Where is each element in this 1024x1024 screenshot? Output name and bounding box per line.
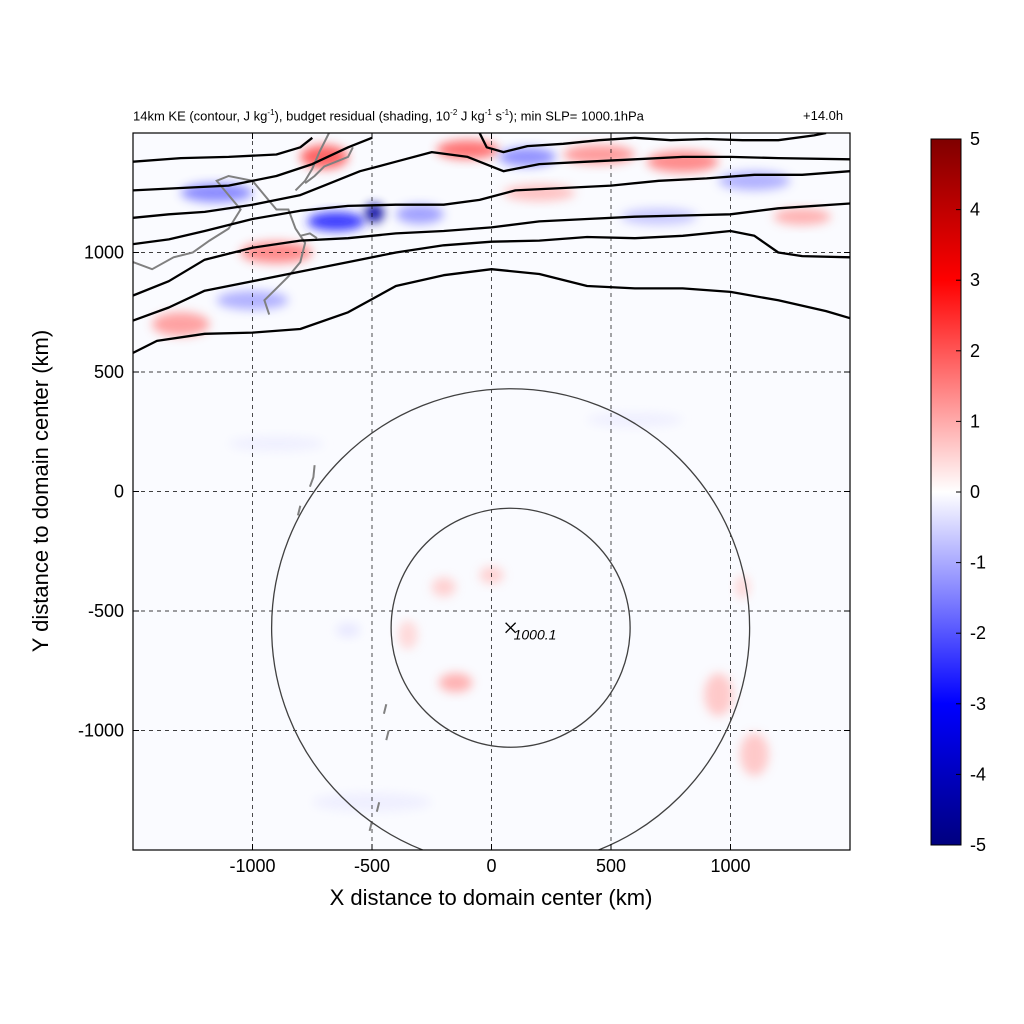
ke-contour-layer [133, 133, 850, 354]
residual-blob [438, 673, 473, 693]
colorbar-tick-label: 3 [970, 270, 980, 290]
ke-contour [133, 136, 373, 192]
x-tick-label: -500 [354, 856, 390, 876]
y-tick-label: -500 [88, 601, 124, 621]
title-sup-3: -1 [484, 108, 492, 117]
residual-blob [735, 575, 750, 600]
residual-blob [740, 732, 769, 776]
min-slp-annotation: 1000.1 [514, 627, 557, 643]
ke-contour [133, 136, 314, 163]
ke-contour [133, 268, 850, 354]
coastline [308, 465, 316, 488]
y-tick-label: 0 [114, 482, 124, 502]
residual-blob [336, 622, 361, 638]
title-text-1: 14km KE (contour, J kg [133, 108, 268, 124]
residual-blob [395, 204, 444, 224]
title-text-2: ), budget residual (shading, 10 [274, 108, 451, 124]
coastline [382, 703, 388, 715]
x-tick-label: 0 [486, 856, 496, 876]
residual-blob [498, 147, 557, 167]
title-text-3: J kg [457, 108, 485, 124]
y-axis-label: Y distance to domain center (km) [28, 330, 53, 652]
coastline [300, 232, 318, 240]
ke-contour [133, 150, 850, 219]
radius-circle [271, 388, 751, 850]
center-x-icon [505, 622, 517, 634]
y-tick-label: -1000 [78, 721, 124, 741]
residual-blob [587, 412, 683, 427]
x-tick-label: 500 [596, 856, 626, 876]
title-sup-2: -2 [450, 108, 458, 117]
colorbar-tick-label: -4 [970, 764, 986, 784]
residual-blob [152, 312, 210, 337]
colorbar-tick-label: 4 [970, 200, 980, 220]
residual-blob [364, 203, 384, 223]
axis-tick-layer: -1000 -500 0 500 1000 -1000 -500 0 500 1000 [78, 133, 850, 876]
title-sup-1: -1 [267, 108, 275, 117]
ke-contour [478, 133, 827, 154]
y-tick-label: 500 [94, 362, 124, 382]
colorbar-tick-label: -1 [970, 553, 986, 573]
ke-contour [133, 229, 850, 322]
coastline [296, 505, 302, 516]
colorbar-tick-label: -2 [970, 623, 986, 643]
colorbar-tick-label: 0 [970, 482, 980, 502]
radius-circle [390, 507, 631, 748]
residual-blob [773, 208, 831, 226]
residual-blob [431, 577, 456, 597]
chart-title: 14km KE (contour, J kg-1), budget residu… [133, 108, 644, 123]
colorbar-tick-label: 5 [970, 129, 980, 149]
x-axis-label: X distance to domain center (km) [330, 885, 653, 910]
forecast-time-label: +14.0h [803, 108, 844, 123]
x-tick-label: 1000 [710, 856, 750, 876]
coastline [304, 146, 354, 184]
y-tick-label: 1000 [84, 243, 124, 263]
x-tick-label: -1000 [229, 856, 275, 876]
residual-blob [704, 673, 733, 717]
ke-contour [133, 170, 850, 246]
residual-blob [398, 620, 418, 650]
residual-blob [228, 436, 325, 451]
colorbar-tick-label: -3 [970, 694, 986, 714]
residual-blob [307, 211, 365, 231]
colorbar-tick-label: 2 [970, 341, 980, 361]
center-marker-layer: 1000.1 [505, 622, 557, 643]
coastline [385, 730, 390, 741]
colorbar-tick-label: -5 [970, 835, 986, 855]
title-sup-4: -1 [502, 108, 510, 117]
title-text-4: s [491, 108, 502, 124]
radius-circle-layer [271, 388, 751, 850]
ke-contour [133, 202, 850, 297]
colorbar: 5 4 3 2 1 0 -1 -2 -3 -4 -5 [930, 129, 986, 855]
coastline [375, 801, 381, 813]
residual-blob [646, 150, 719, 173]
colorbar-tick-label: 1 [970, 411, 980, 431]
title-text-5: ); min SLP= 1000.1hPa [509, 108, 644, 124]
coastline [294, 133, 330, 192]
